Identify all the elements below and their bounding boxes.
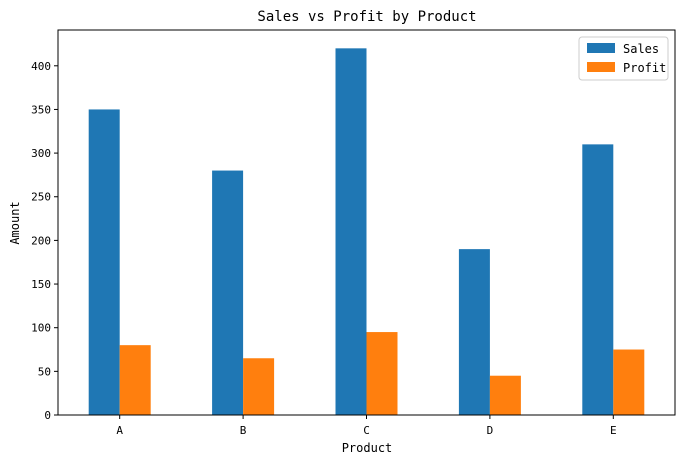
x-tick-label: A <box>116 424 123 437</box>
bar-sales-c <box>335 48 367 415</box>
x-tick-label: C <box>363 424 370 437</box>
bar-profit-d <box>489 375 521 415</box>
legend-label-profit: Profit <box>623 61 666 75</box>
y-tick-label: 300 <box>31 147 51 160</box>
y-tick-label: 200 <box>31 234 51 247</box>
x-tick-label: B <box>240 424 247 437</box>
y-tick-label: 50 <box>38 365 51 378</box>
y-axis-label: Amount <box>8 201 22 244</box>
y-tick-label: 0 <box>44 409 51 422</box>
bars-group <box>88 48 645 415</box>
x-axis-label: Product <box>342 441 393 455</box>
bar-profit-a <box>119 345 151 415</box>
legend-swatch-profit <box>587 62 615 72</box>
x-tick-label: E <box>610 424 617 437</box>
legend: Sales Profit <box>578 36 669 81</box>
y-tick-label: 100 <box>31 322 51 335</box>
y-axis: 0 50 100 150 200 250 300 350 400 <box>31 60 58 422</box>
legend-label-sales: Sales <box>623 42 659 56</box>
y-tick-label: 250 <box>31 191 51 204</box>
chart-title: Sales vs Profit by Product <box>257 9 476 25</box>
legend-swatch-sales <box>587 43 615 53</box>
y-tick-label: 400 <box>31 60 51 73</box>
bar-sales-b <box>212 170 244 415</box>
bar-sales-e <box>582 144 614 415</box>
x-axis: A B C D E <box>116 415 617 437</box>
bar-profit-e <box>613 349 645 415</box>
bar-profit-c <box>366 332 398 415</box>
y-tick-label: 150 <box>31 278 51 291</box>
bar-profit-b <box>243 358 275 415</box>
y-tick-label: 350 <box>31 103 51 116</box>
bar-sales-d <box>458 249 490 415</box>
x-tick-label: D <box>487 424 494 437</box>
bar-sales-a <box>88 109 120 415</box>
